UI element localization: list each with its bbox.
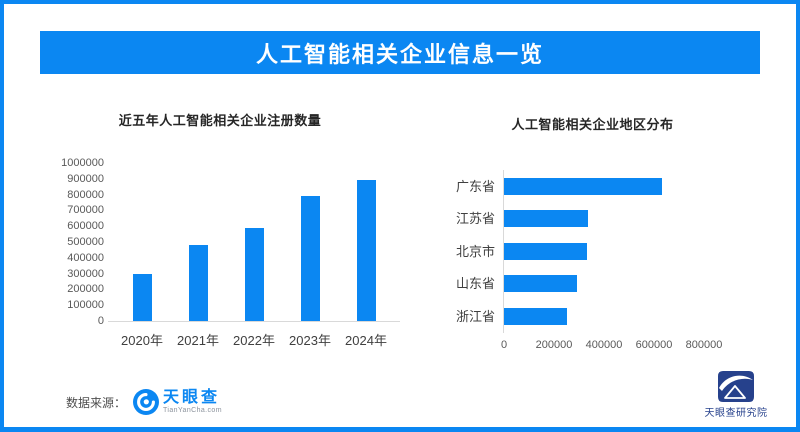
- y-axis-tick-label: 200000: [67, 283, 104, 296]
- x-axis-tick-label: 400000: [585, 339, 623, 351]
- y-axis-tick-label: 300000: [67, 267, 104, 280]
- bar-浙江省: [504, 308, 567, 325]
- brand-name: 天眼查: [163, 389, 221, 406]
- frame-border-bottom: [0, 427, 800, 432]
- x-axis-category-label: 2022年: [233, 333, 275, 348]
- x-axis-tick-label: 800000: [685, 339, 723, 351]
- y-axis-tick-label: 900000: [67, 172, 104, 185]
- y-axis-tick-label: 400000: [67, 251, 104, 264]
- frame-border-right: [796, 0, 800, 432]
- institute-name: 天眼查研究院: [704, 408, 768, 419]
- x-axis-tick-label: 600000: [635, 339, 673, 351]
- x-axis-category-label: 2021年: [177, 333, 219, 348]
- y-axis-category-label: 广东省: [455, 179, 495, 194]
- x-axis-line: [108, 321, 400, 322]
- data-source: 数据来源： 天眼查 TianYanCha.com: [66, 387, 222, 417]
- title-banner: 人工智能相关企业信息一览: [40, 31, 760, 74]
- tianyancha-research-shield-icon: [718, 371, 754, 402]
- data-source-label: 数据来源：: [66, 395, 127, 410]
- y-axis-tick-label: 100000: [67, 299, 104, 312]
- bar-2021年: [188, 245, 208, 321]
- page-title: 人工智能相关企业信息一览: [255, 41, 544, 67]
- y-axis-tick-label: 700000: [67, 204, 104, 217]
- tianyancha-logo: 天眼查 TianYanCha.com: [133, 389, 222, 415]
- frame-border-top: [0, 0, 800, 4]
- y-axis-category-label: 江苏省: [455, 211, 495, 226]
- tianyancha-eye-icon: [133, 389, 160, 415]
- y-axis-line: [503, 170, 504, 333]
- bar-北京市: [504, 243, 587, 260]
- bar-2020年: [132, 274, 152, 321]
- frame-border-left: [0, 0, 4, 432]
- y-axis-tick-label: 600000: [67, 220, 104, 233]
- y-axis-tick-label: 800000: [67, 188, 104, 201]
- bar-山东省: [504, 275, 577, 292]
- brand-domain: TianYanCha.com: [163, 407, 222, 414]
- bar-2022年: [244, 228, 264, 321]
- x-axis-category-label: 2020年: [121, 333, 163, 348]
- y-axis-tick-label: 500000: [67, 236, 104, 248]
- y-axis-tick-label: 0: [97, 315, 104, 327]
- y-axis-category-label: 浙江省: [455, 309, 495, 324]
- x-axis-tick-label: 200000: [535, 339, 573, 351]
- y-axis-tick-label: 1000000: [61, 157, 104, 169]
- bar-广东省: [504, 178, 662, 195]
- bar-江苏省: [504, 210, 588, 227]
- research-institute-logo: 天眼查研究院: [700, 371, 772, 419]
- bar-2023年: [300, 196, 320, 321]
- y-axis-category-label: 山东省: [455, 276, 495, 291]
- bar-2024年: [356, 180, 376, 321]
- x-axis-category-label: 2023年: [289, 333, 331, 348]
- y-axis-category-label: 北京市: [455, 244, 495, 259]
- region-chart-title: 人工智能相关企业地区分布: [511, 117, 674, 132]
- x-axis-tick-label: 0: [500, 339, 508, 351]
- x-axis-category-label: 2024年: [345, 333, 387, 348]
- registrations-chart-title: 近五年人工智能相关企业注册数量: [118, 113, 322, 128]
